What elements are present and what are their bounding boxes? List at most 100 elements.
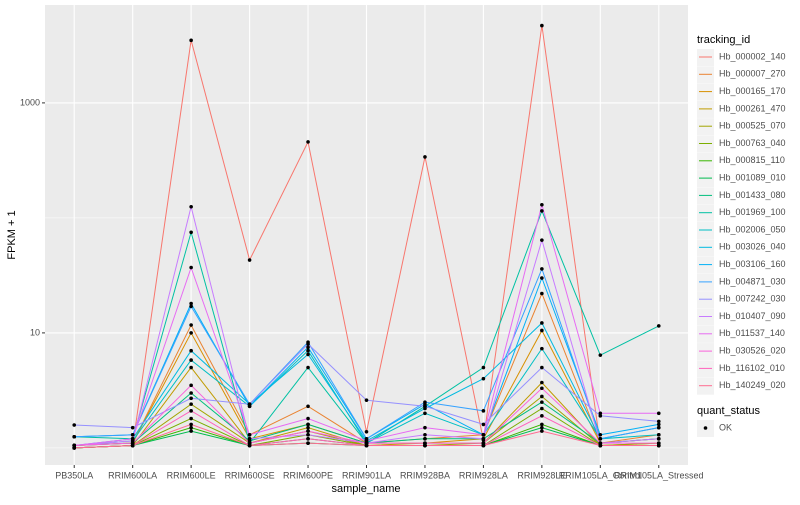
data-point (306, 140, 310, 144)
data-point (189, 323, 193, 327)
data-point (598, 432, 603, 437)
data-point (540, 386, 544, 391)
data-point (189, 348, 193, 353)
legend-label: Hb_010407_090 (719, 311, 786, 321)
data-point (364, 443, 369, 448)
data-point (189, 396, 193, 401)
data-point (306, 429, 310, 433)
data-point (540, 202, 544, 207)
legend-label: Hb_000763_040 (719, 138, 786, 148)
data-point (306, 416, 310, 421)
legend-label: Hb_000007_270 (719, 69, 786, 79)
data-point (481, 422, 486, 427)
data-point (306, 432, 310, 437)
data-point (364, 398, 369, 402)
data-point (189, 422, 193, 427)
data-point (130, 436, 135, 441)
data-point (423, 411, 427, 416)
legend-label: Hb_001433_080 (719, 190, 786, 200)
data-point (247, 402, 252, 406)
data-point (656, 436, 661, 441)
data-point (306, 352, 310, 357)
data-point (540, 23, 544, 28)
data-point (189, 429, 193, 433)
x-tick-label: RRIM105LA_Control (559, 470, 642, 480)
data-point (130, 425, 135, 430)
data-point (540, 422, 544, 427)
data-point (189, 358, 193, 362)
data-point (189, 204, 193, 209)
legend-label: Hb_000165_170 (719, 86, 786, 96)
data-point (540, 380, 544, 385)
x-tick-label: RRIM600LE (167, 470, 216, 480)
data-point (598, 436, 603, 441)
data-point (189, 301, 193, 306)
legend-label: Hb_003106_160 (719, 259, 786, 269)
data-point (540, 291, 544, 296)
data-point (540, 400, 544, 404)
x-tick-label: RRIM105LA_Stressed (614, 470, 704, 480)
data-point (540, 406, 544, 411)
legend-label: Hb_001089_010 (719, 172, 786, 182)
data-point (189, 416, 193, 421)
data-point (540, 209, 544, 213)
x-tick-label: PB350LA (55, 470, 93, 480)
data-point (656, 422, 661, 427)
data-point (540, 394, 544, 399)
data-point (247, 432, 252, 437)
data-point (656, 425, 661, 430)
data-point (481, 376, 486, 381)
data-point (540, 365, 544, 370)
data-point (306, 425, 310, 430)
data-point (189, 304, 193, 309)
data-point (189, 383, 193, 388)
x-tick-label: RRIM600LA (108, 470, 157, 480)
data-point (189, 409, 193, 413)
x-tick-label: RRIM928LE (517, 470, 566, 480)
data-point (540, 414, 544, 418)
data-point (540, 267, 544, 271)
data-point (189, 402, 193, 406)
legend-label: Hb_011537_140 (719, 328, 785, 338)
data-point (189, 38, 193, 43)
legend-label: Hb_002006_050 (719, 224, 786, 234)
legend-label: Hb_000002_140 (719, 51, 786, 61)
legend-label: Hb_004871_030 (719, 276, 786, 286)
data-point (481, 436, 486, 441)
data-point (481, 443, 486, 448)
data-point (72, 434, 77, 439)
x-tick-label: RRIM928LA (459, 470, 508, 480)
data-point (423, 404, 427, 409)
data-point (540, 321, 544, 325)
legend-label: Hb_000261_470 (719, 103, 786, 113)
data-point (656, 443, 661, 448)
data-point (423, 436, 427, 441)
data-point (306, 342, 310, 346)
legend-label: Hb_030526_020 (719, 345, 786, 355)
data-point (306, 365, 310, 370)
data-point (130, 432, 135, 437)
data-point (598, 414, 603, 418)
data-point (423, 425, 427, 430)
x-axis-title: sample_name (331, 483, 400, 495)
data-point (656, 411, 661, 416)
legend-label: Hb_000525_070 (719, 121, 786, 131)
data-point (423, 155, 427, 159)
data-point (423, 432, 427, 437)
data-point (247, 258, 252, 262)
data-point (247, 443, 252, 448)
data-point (306, 404, 310, 409)
data-point (189, 265, 193, 270)
data-point (247, 436, 252, 441)
data-point (540, 429, 544, 433)
x-tick-label: RRIM901LA (342, 470, 391, 480)
data-point (540, 425, 544, 430)
data-point (130, 443, 135, 448)
data-point (306, 441, 310, 445)
y-tick-label: 10 (30, 327, 40, 337)
data-point (189, 425, 193, 430)
data-point (423, 400, 427, 404)
legend-label: Hb_140249_020 (719, 380, 786, 390)
data-point (189, 331, 193, 335)
legend-label: Hb_007242_030 (719, 294, 786, 304)
